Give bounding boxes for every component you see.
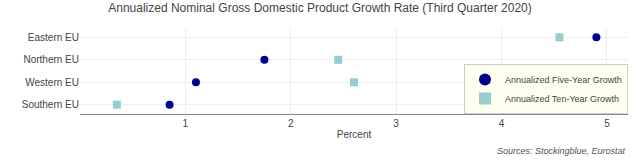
- svg-text:Annualized Ten-Year Growth: Annualized Ten-Year Growth: [505, 94, 619, 104]
- svg-text:Annualized Nominal Gross Domes: Annualized Nominal Gross Domestic Produc…: [108, 1, 532, 15]
- svg-text:Annualized Five-Year Growth: Annualized Five-Year Growth: [505, 75, 622, 85]
- svg-text:3: 3: [393, 118, 399, 129]
- svg-text:1: 1: [183, 118, 189, 129]
- svg-text:Western EU: Western EU: [25, 77, 79, 88]
- svg-text:Sources: Stockingblue, Eurosta: Sources: Stockingblue, Eurostat: [497, 146, 626, 156]
- svg-text:Northern EU: Northern EU: [23, 54, 79, 65]
- svg-text:2: 2: [288, 118, 294, 129]
- svg-text:Percent: Percent: [337, 129, 372, 140]
- svg-text:5: 5: [604, 118, 610, 129]
- svg-text:Eastern EU: Eastern EU: [28, 32, 79, 43]
- svg-text:4: 4: [499, 118, 505, 129]
- svg-text:Southern EU: Southern EU: [22, 99, 79, 110]
